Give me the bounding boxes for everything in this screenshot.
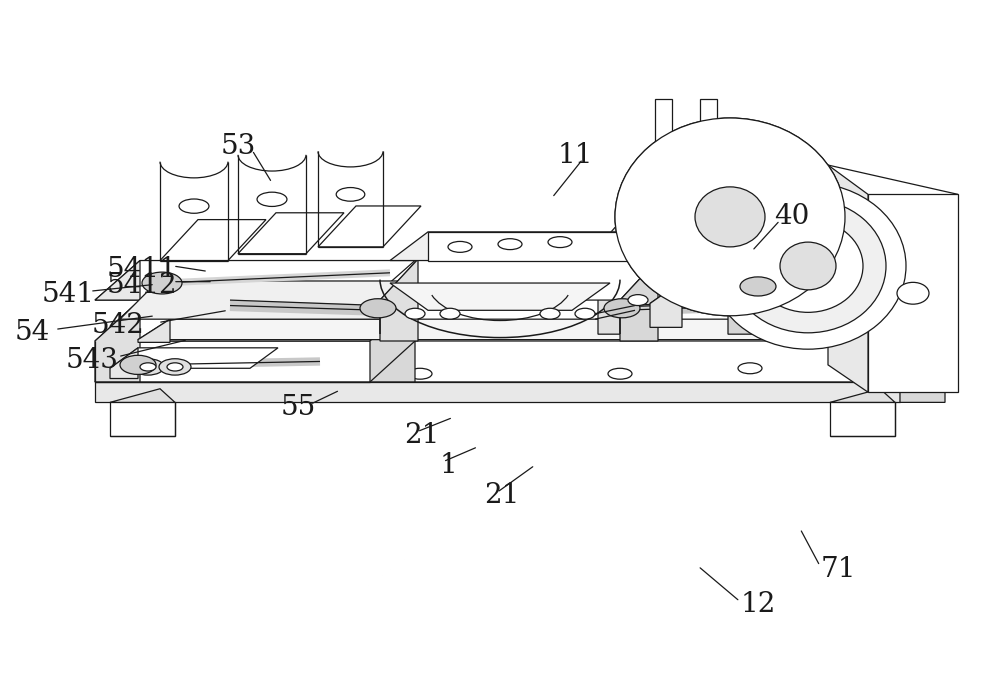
Polygon shape bbox=[318, 206, 421, 247]
Polygon shape bbox=[110, 389, 175, 402]
Ellipse shape bbox=[628, 295, 648, 306]
Text: 54: 54 bbox=[14, 319, 50, 346]
Text: 40: 40 bbox=[774, 203, 810, 231]
Ellipse shape bbox=[700, 284, 720, 295]
Ellipse shape bbox=[730, 199, 886, 333]
Polygon shape bbox=[900, 341, 945, 402]
Polygon shape bbox=[380, 259, 418, 341]
Ellipse shape bbox=[360, 299, 396, 318]
Text: 5411: 5411 bbox=[107, 256, 177, 283]
Text: 541: 541 bbox=[42, 281, 94, 308]
Polygon shape bbox=[95, 261, 415, 300]
Polygon shape bbox=[598, 205, 765, 247]
Ellipse shape bbox=[615, 118, 845, 316]
Ellipse shape bbox=[695, 187, 765, 247]
Ellipse shape bbox=[548, 237, 572, 248]
Ellipse shape bbox=[167, 363, 183, 371]
Polygon shape bbox=[655, 165, 710, 194]
Ellipse shape bbox=[615, 118, 845, 316]
Text: 1: 1 bbox=[439, 451, 457, 479]
Ellipse shape bbox=[738, 363, 762, 374]
Polygon shape bbox=[755, 218, 828, 334]
Ellipse shape bbox=[132, 359, 164, 375]
Polygon shape bbox=[110, 348, 138, 379]
Ellipse shape bbox=[405, 308, 425, 319]
Ellipse shape bbox=[142, 272, 182, 294]
Polygon shape bbox=[650, 281, 682, 327]
Ellipse shape bbox=[897, 282, 929, 304]
Text: 11: 11 bbox=[557, 142, 593, 169]
Polygon shape bbox=[95, 261, 140, 300]
Ellipse shape bbox=[636, 136, 824, 297]
Ellipse shape bbox=[710, 183, 906, 349]
Ellipse shape bbox=[448, 241, 472, 252]
Ellipse shape bbox=[257, 192, 287, 207]
Polygon shape bbox=[370, 300, 415, 382]
Polygon shape bbox=[160, 220, 266, 261]
Ellipse shape bbox=[498, 239, 522, 250]
Text: 542: 542 bbox=[92, 312, 144, 340]
Polygon shape bbox=[655, 99, 672, 194]
Ellipse shape bbox=[440, 308, 460, 319]
Ellipse shape bbox=[120, 355, 156, 374]
Polygon shape bbox=[868, 194, 958, 392]
Ellipse shape bbox=[662, 159, 798, 275]
Text: 5412: 5412 bbox=[107, 271, 177, 299]
Polygon shape bbox=[620, 259, 658, 341]
Ellipse shape bbox=[575, 308, 595, 319]
Polygon shape bbox=[830, 402, 895, 436]
Text: 12: 12 bbox=[740, 591, 776, 619]
Polygon shape bbox=[635, 165, 673, 254]
Polygon shape bbox=[830, 389, 895, 402]
Ellipse shape bbox=[682, 175, 778, 258]
Polygon shape bbox=[110, 402, 175, 436]
Polygon shape bbox=[95, 382, 900, 402]
Polygon shape bbox=[635, 165, 710, 194]
Text: 21: 21 bbox=[404, 421, 440, 449]
Polygon shape bbox=[95, 341, 945, 382]
Ellipse shape bbox=[408, 368, 432, 379]
Polygon shape bbox=[138, 319, 170, 342]
Ellipse shape bbox=[659, 155, 801, 278]
Polygon shape bbox=[428, 232, 645, 261]
Polygon shape bbox=[828, 165, 868, 392]
Polygon shape bbox=[598, 247, 635, 334]
Text: 21: 21 bbox=[484, 482, 520, 509]
Ellipse shape bbox=[608, 368, 632, 379]
Ellipse shape bbox=[604, 299, 640, 318]
Polygon shape bbox=[390, 283, 610, 310]
Polygon shape bbox=[650, 281, 732, 303]
Polygon shape bbox=[380, 259, 658, 300]
Ellipse shape bbox=[336, 188, 365, 201]
Ellipse shape bbox=[636, 136, 824, 298]
Ellipse shape bbox=[701, 284, 751, 309]
Polygon shape bbox=[390, 232, 645, 261]
Polygon shape bbox=[755, 218, 828, 247]
Polygon shape bbox=[238, 213, 344, 254]
Polygon shape bbox=[828, 165, 958, 194]
Polygon shape bbox=[110, 348, 278, 368]
Ellipse shape bbox=[540, 308, 560, 319]
Polygon shape bbox=[120, 281, 428, 319]
Polygon shape bbox=[598, 247, 765, 286]
Text: 55: 55 bbox=[280, 394, 316, 421]
Polygon shape bbox=[95, 300, 415, 341]
Ellipse shape bbox=[179, 199, 209, 213]
Ellipse shape bbox=[780, 242, 836, 290]
Ellipse shape bbox=[753, 220, 863, 312]
Text: 71: 71 bbox=[820, 556, 856, 583]
Polygon shape bbox=[728, 247, 765, 334]
Text: 53: 53 bbox=[220, 133, 256, 160]
Polygon shape bbox=[635, 165, 673, 254]
Polygon shape bbox=[138, 319, 870, 340]
Polygon shape bbox=[700, 99, 717, 194]
Ellipse shape bbox=[159, 359, 191, 375]
Text: 543: 543 bbox=[66, 346, 118, 374]
Ellipse shape bbox=[740, 277, 776, 296]
Polygon shape bbox=[95, 300, 140, 382]
Ellipse shape bbox=[140, 363, 156, 371]
